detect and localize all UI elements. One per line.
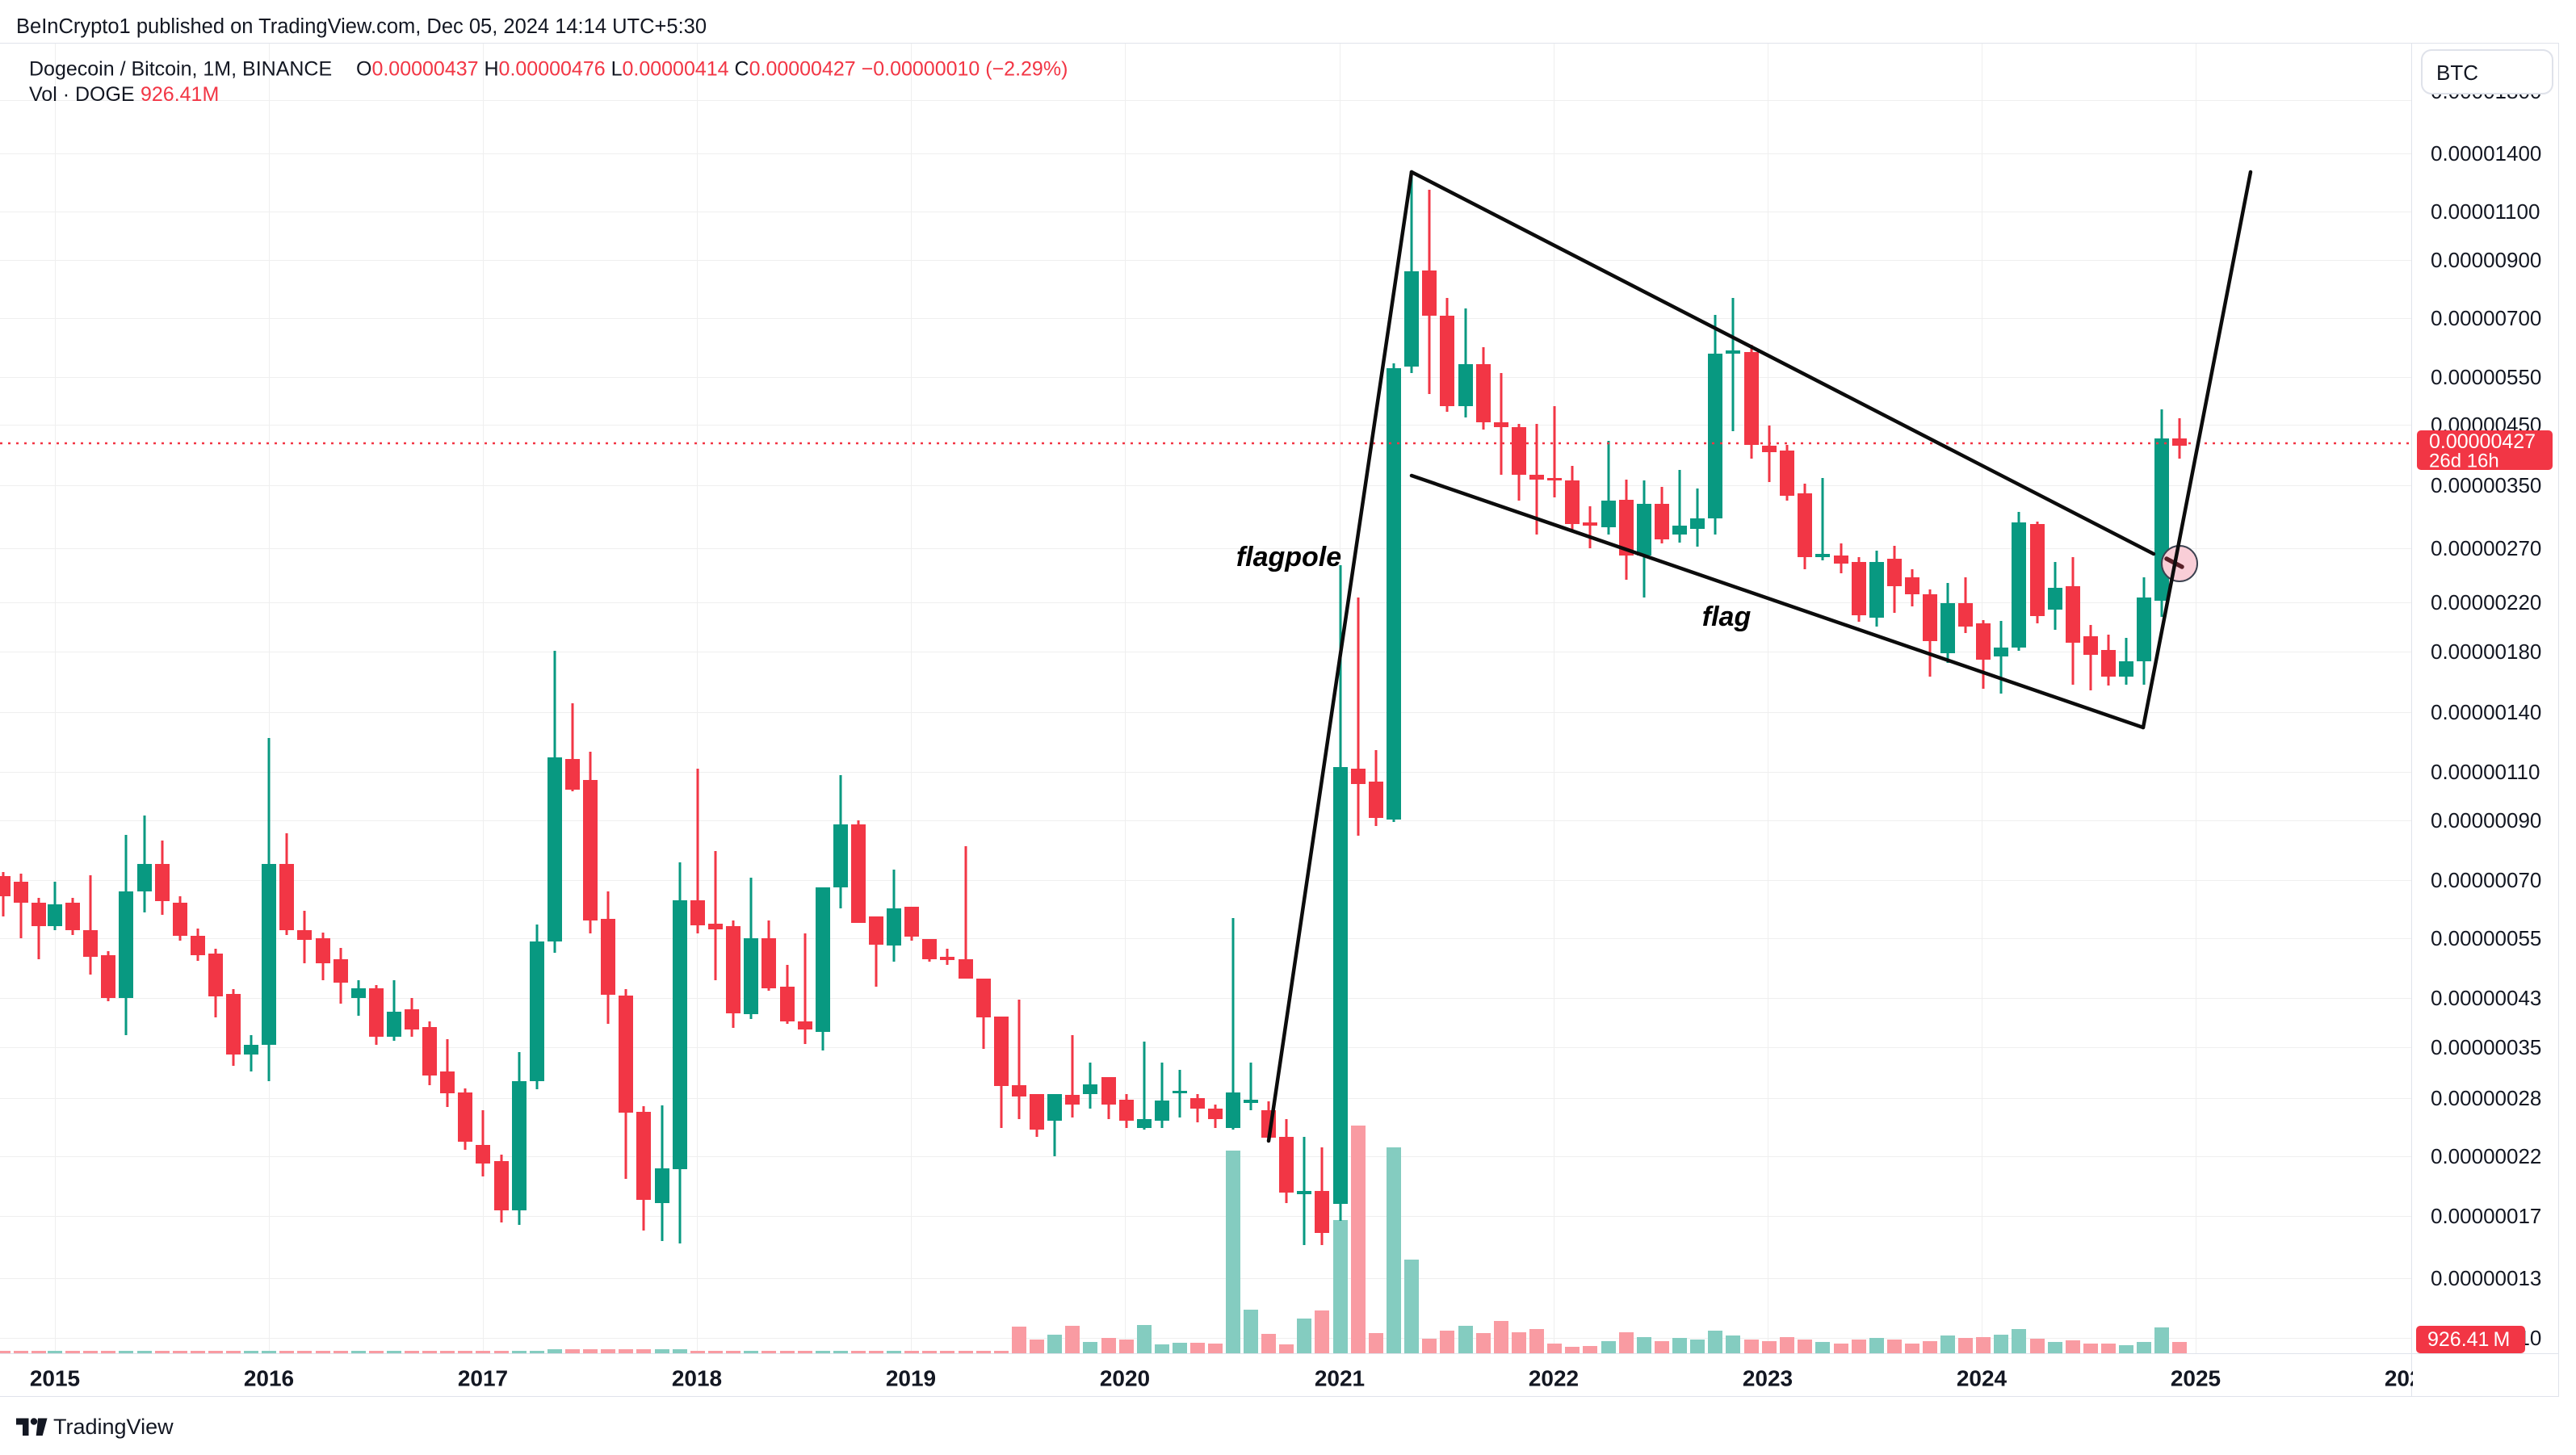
- svg-text:0.00000090: 0.00000090: [2431, 808, 2541, 832]
- svg-text:926.41 M: 926.41 M: [2427, 1328, 2510, 1351]
- svg-text:Dogecoin / Bitcoin, 1M, BINANC: Dogecoin / Bitcoin, 1M, BINANCE: [29, 58, 332, 81]
- svg-text:0.00000022: 0.00000022: [2431, 1144, 2541, 1168]
- svg-text:2026: 2026: [2385, 1366, 2435, 1391]
- svg-text:0.00000900: 0.00000900: [2431, 248, 2541, 272]
- svg-text:2024: 2024: [1957, 1366, 2008, 1391]
- svg-text:0.00001400: 0.00001400: [2431, 141, 2541, 166]
- svg-text:2018: 2018: [672, 1366, 722, 1391]
- svg-text:0.00000270: 0.00000270: [2431, 536, 2541, 560]
- svg-text:0.00000035: 0.00000035: [2431, 1035, 2541, 1059]
- svg-text:0.00000028: 0.00000028: [2431, 1086, 2541, 1110]
- svg-text:0.00000140: 0.00000140: [2431, 700, 2541, 724]
- svg-text:26d 16h: 26d 16h: [2429, 451, 2499, 472]
- svg-text:2023: 2023: [1743, 1366, 1793, 1391]
- svg-text:0.00000220: 0.00000220: [2431, 590, 2541, 614]
- svg-text:0.00000350: 0.00000350: [2431, 473, 2541, 497]
- svg-text:0.00000070: 0.00000070: [2431, 868, 2541, 892]
- svg-text:flag: flag: [1702, 602, 1752, 632]
- svg-text:0.00000017: 0.00000017: [2431, 1204, 2541, 1228]
- svg-text:0.00001100: 0.00001100: [2431, 199, 2540, 224]
- svg-text:2021: 2021: [1315, 1366, 1365, 1391]
- svg-text:2025: 2025: [2171, 1366, 2221, 1391]
- svg-text:0.00000427: 0.00000427: [2429, 430, 2536, 453]
- svg-text:flagpole: flagpole: [1236, 542, 1341, 572]
- svg-text:2020: 2020: [1100, 1366, 1150, 1391]
- svg-text:2016: 2016: [244, 1366, 294, 1391]
- svg-text:0.00000043: 0.00000043: [2431, 986, 2541, 1010]
- svg-text:BeInCrypto1 published on Tradi: BeInCrypto1 published on TradingView.com…: [16, 15, 707, 38]
- svg-text:2022: 2022: [1529, 1366, 1579, 1391]
- svg-text:BTC: BTC: [2436, 61, 2478, 85]
- svg-text:926.41M: 926.41M: [141, 83, 219, 106]
- svg-text:Vol · DOGE: Vol · DOGE: [29, 83, 135, 106]
- svg-text:O0.00000437 H0.00000476 L0.000: O0.00000437 H0.00000476 L0.00000414 C0.0…: [356, 58, 1068, 81]
- svg-text:2017: 2017: [458, 1366, 508, 1391]
- svg-text:0.00000700: 0.00000700: [2431, 306, 2541, 330]
- svg-text:0.00000055: 0.00000055: [2431, 926, 2541, 950]
- svg-text:TradingView: TradingView: [53, 1415, 174, 1439]
- svg-text:2015: 2015: [30, 1366, 80, 1391]
- svg-text:0.00000180: 0.00000180: [2431, 639, 2541, 664]
- svg-text:0.00000013: 0.00000013: [2431, 1266, 2541, 1290]
- svg-text:2019: 2019: [886, 1366, 936, 1391]
- svg-text:0.00000550: 0.00000550: [2431, 365, 2541, 389]
- svg-text:0.00000110: 0.00000110: [2431, 760, 2540, 784]
